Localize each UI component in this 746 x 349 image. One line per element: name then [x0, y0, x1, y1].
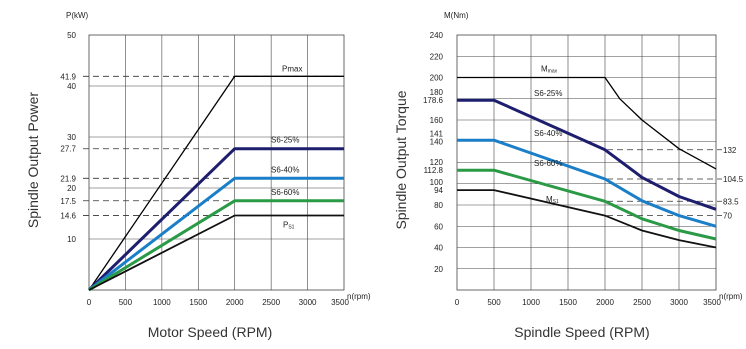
chart2-right-label-1: 132	[723, 146, 737, 155]
chart2-y-tick-8: 120	[430, 158, 444, 167]
chart2-y-tick-11: 160	[430, 116, 444, 125]
chart1-plot-frame	[88, 34, 345, 291]
chart1-y-tick-2: 14.6	[60, 212, 76, 221]
chart2-series-line-5	[457, 189, 717, 249]
chart2-plot-frame	[456, 34, 717, 291]
chart1-y-unit: P(kW)	[66, 11, 89, 20]
chart1-x-title: Motor Speed (RPM)	[148, 324, 272, 340]
chart1-y-tick-4: 20	[67, 184, 76, 193]
chart2-x-tick-7: 3000	[670, 298, 688, 307]
chart2-x-tick-4: 1500	[559, 298, 577, 307]
chart1-y-tick-7: 30	[67, 133, 76, 142]
chart2-y-tick-1: 20	[434, 265, 443, 274]
chart2-y-tick-3: 60	[434, 222, 443, 231]
chart2-y-tick-5: 94	[434, 186, 443, 195]
chart1-x-tick-8: 3500	[331, 298, 349, 307]
chart1-series-line-1	[88, 75, 344, 291]
chart2-y-tick-16: 240	[430, 31, 444, 40]
chart2-y-tick-15: 220	[430, 52, 444, 61]
chart1-x-tick-7: 3000	[299, 298, 317, 307]
chart2-y-tick-12: 178.6	[423, 96, 444, 105]
chart1-x-tick-3: 1000	[153, 298, 171, 307]
chart1-series-line-2	[87, 147, 344, 292]
chart2-y-unit: M(Nm)	[444, 11, 469, 20]
chart1-y-tick-10: 50	[67, 31, 76, 40]
chart1-y-tick-6: 27.7	[60, 145, 76, 154]
chart2-side-title: Spindle Output Torque	[393, 90, 409, 229]
chart2-x-tick-8: 3500	[703, 298, 721, 307]
chart1-series-label-3: S6-40%	[271, 165, 299, 174]
chart2-x-tick-6: 2500	[633, 298, 651, 307]
chart1-x-tick-2: 500	[119, 298, 133, 307]
chart2-y-tick-4: 80	[434, 201, 443, 210]
chart2-series-line-4	[457, 168, 717, 241]
chart1-series-label-2: S6-25%	[271, 136, 299, 145]
chart2-x-tick-5: 2000	[596, 298, 614, 307]
chart1-x-tick-5: 2000	[226, 298, 244, 307]
chart1-series-line-3	[88, 176, 344, 292]
chart2-y-tick-2: 40	[434, 244, 443, 253]
chart2-series-label-3: S6-40%	[534, 129, 562, 138]
chart2-right-label-4: 70	[723, 212, 732, 221]
chart2-y-tick-9: 140	[430, 137, 444, 146]
chart1-y-tick-8: 40	[67, 82, 76, 91]
chart1-side-title: Spindle Output Power	[25, 92, 41, 229]
chart2-x-tick-2: 500	[487, 298, 501, 307]
chart2-y-tick-10: 141	[430, 129, 444, 138]
chart1-series-line-5	[88, 214, 344, 291]
chart2-y-tick-14: 200	[430, 74, 444, 83]
chart1-y-tick-9: 41.9	[60, 72, 76, 81]
chart2-x-unit: n(rpm)	[719, 292, 743, 301]
chart1-series-label-1: Pmax	[282, 64, 302, 73]
chart2-series-line-1	[457, 76, 717, 170]
chart1-x-tick-4: 1500	[189, 298, 207, 307]
chart1-series-line-4	[88, 199, 344, 292]
chart1-y-tick-1: 10	[67, 235, 76, 244]
chart1-x-tick-1: 0	[87, 298, 92, 307]
chart1-y-tick-3: 17.5	[60, 197, 76, 206]
chart2-x-tick-3: 1000	[522, 298, 540, 307]
chart2-series-line-3	[457, 138, 717, 228]
chart2-x-title: Spindle Speed (RPM)	[514, 324, 649, 340]
chart2-y-tick-6: 100	[430, 178, 444, 187]
chart2-x-tick-1: 0	[455, 298, 460, 307]
chart2-series-label-1: Mmax	[541, 65, 558, 75]
chart1-y-tick-5: 21.9	[60, 174, 76, 183]
chart2-right-label-2: 104.5	[723, 175, 744, 184]
chart1-series-label-5: PS1	[283, 221, 295, 231]
chart2-right-label-3: 83.5	[723, 197, 739, 206]
chart2-series-label-2: S6-25%	[534, 89, 562, 98]
chart1-x-unit: n(rpm)	[347, 292, 371, 301]
chart2-series-label-4: S6-60%	[534, 159, 562, 168]
chart1-series-label-4: S6-60%	[271, 188, 299, 197]
chart2-series-label-5: MS1	[546, 195, 559, 205]
chart2-series-line-2	[457, 98, 717, 211]
chart2-y-tick-7: 112.8	[424, 166, 444, 175]
chart2-y-tick-13: 180	[430, 88, 444, 97]
chart1-x-tick-6: 2500	[262, 298, 280, 307]
